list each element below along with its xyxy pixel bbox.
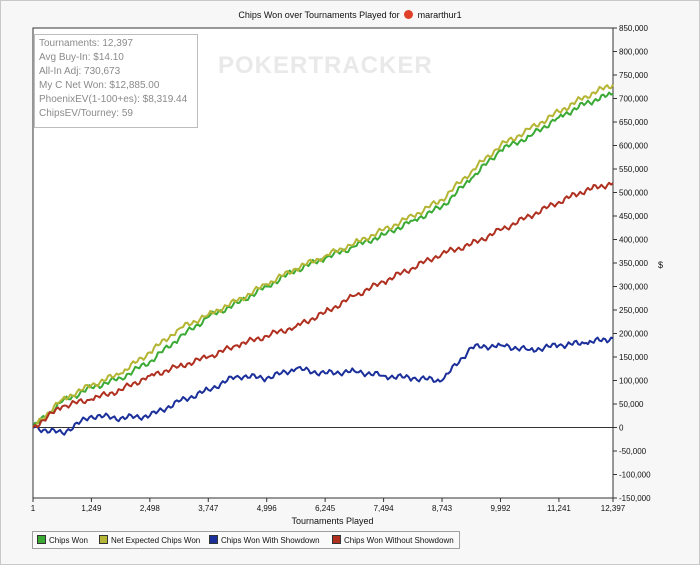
player-name: mararthur1 xyxy=(417,10,462,20)
y-tick-label: 400,000 xyxy=(619,236,648,245)
legend-label: Net Expected Chips Won xyxy=(111,536,201,545)
legend: Chips Won Net Expected Chips Won Chips W… xyxy=(32,531,460,549)
x-tick-label: 1 xyxy=(31,504,36,513)
y-tick-label: 650,000 xyxy=(619,118,648,127)
y-tick-label: 250,000 xyxy=(619,306,648,315)
y-tick-label: -50,000 xyxy=(619,447,647,456)
y-tick-label: 350,000 xyxy=(619,259,648,268)
chart-title-text: Chips Won over Tournaments Played for xyxy=(238,10,400,20)
x-tick-label: 2,498 xyxy=(140,504,161,513)
y-axis-label: $ xyxy=(658,260,664,270)
series-lines xyxy=(32,83,614,436)
legend-label: Chips Won With Showdown xyxy=(221,536,320,545)
y-tick-label: 0 xyxy=(619,424,624,433)
stat-phoenix-ev: PhoenixEV(1-100+es): $8,319.44 xyxy=(39,94,188,105)
y-tick-label: 200,000 xyxy=(619,330,648,339)
stat-tournaments: Tournaments: 12,397 xyxy=(39,38,133,49)
legend-swatch-with-showdown xyxy=(209,535,218,544)
stat-avg-buy-in: Avg Buy-In: $14.10 xyxy=(39,52,124,63)
series-line-chips-won-without-showdown xyxy=(32,181,614,429)
y-tick-label: 500,000 xyxy=(619,189,648,198)
x-axis-label: Tournaments Played xyxy=(291,516,374,526)
x-tick-label: 3,747 xyxy=(198,504,219,513)
y-tick-label: -150,000 xyxy=(619,494,651,503)
x-axis-ticks: 1 1,249 2,498 3,747 4,996 6,245 7,494 8,743 9,99… xyxy=(31,498,626,513)
y-tick-label: 50,000 xyxy=(619,400,644,409)
stat-chips-ev: ChipsEV/Tourney: 59 xyxy=(39,108,133,119)
x-tick-label: 7,494 xyxy=(374,504,395,513)
legend-item-chips-won[interactable]: Chips Won xyxy=(37,535,88,545)
y-axis-ticks: -150,000 -100,000 -50,000 0 50,000 100,000 150… xyxy=(613,24,651,503)
series-line-net-expected-chips-won xyxy=(32,83,614,429)
x-tick-label: 12,397 xyxy=(601,504,626,513)
legend-item-with-showdown[interactable]: Chips Won With Showdown xyxy=(209,535,320,545)
legend-label: Chips Won xyxy=(49,536,88,545)
x-tick-label: 9,992 xyxy=(490,504,511,513)
x-tick-label: 4,996 xyxy=(257,504,278,513)
y-tick-label: 850,000 xyxy=(619,24,648,33)
x-tick-label: 6,245 xyxy=(315,504,336,513)
pokertracker-watermark: POKERTRACKER xyxy=(218,52,433,79)
y-tick-label: 800,000 xyxy=(619,48,648,57)
legend-swatch-chips-won xyxy=(37,535,46,544)
y-tick-label: 600,000 xyxy=(619,142,648,151)
legend-item-net-expected[interactable]: Net Expected Chips Won xyxy=(99,535,200,545)
x-tick-label: 1,249 xyxy=(81,504,102,513)
chart-title: Chips Won over Tournaments Played for ma… xyxy=(0,10,700,20)
legend-label: Chips Won Without Showdown xyxy=(344,536,454,545)
y-tick-label: 150,000 xyxy=(619,353,648,362)
stats-box: Tournaments: 12,397 Avg Buy-In: $14.10 A… xyxy=(34,34,198,128)
series-line-chips-won-with-showdown xyxy=(32,336,614,436)
x-tick-label: 11,241 xyxy=(547,504,571,513)
series-line-chips-won xyxy=(32,91,614,428)
y-tick-label: 700,000 xyxy=(619,95,648,104)
y-tick-label: 300,000 xyxy=(619,283,648,292)
y-tick-label: 450,000 xyxy=(619,212,648,221)
y-tick-label: 750,000 xyxy=(619,71,648,80)
y-tick-label: -100,000 xyxy=(619,471,651,480)
legend-item-without-showdown[interactable]: Chips Won Without Showdown xyxy=(332,535,454,545)
stat-all-in-adj: All-In Adj: 730,673 xyxy=(39,66,121,77)
y-tick-label: 100,000 xyxy=(619,377,648,386)
legend-swatch-without-showdown xyxy=(332,535,341,544)
legend-swatch-net-expected xyxy=(99,535,108,544)
stat-net-won: My C Net Won: $12,885.00 xyxy=(39,80,160,91)
y-tick-label: 550,000 xyxy=(619,165,648,174)
x-tick-label: 8,743 xyxy=(432,504,453,513)
spade-logo-icon xyxy=(404,10,414,19)
